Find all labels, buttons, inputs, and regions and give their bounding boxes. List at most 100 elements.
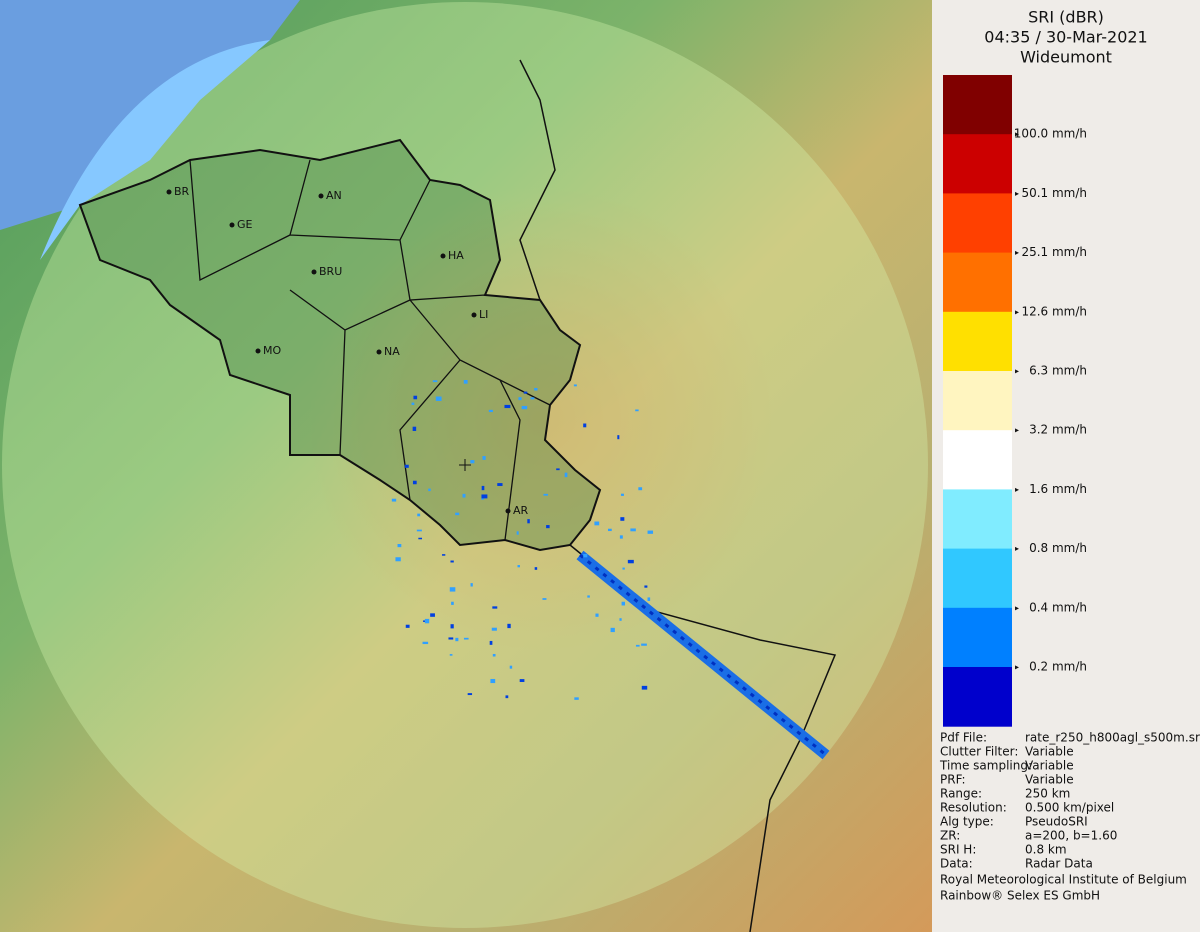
echo — [481, 485, 485, 491]
country-border — [78, 138, 602, 552]
echo — [583, 423, 587, 428]
echo — [534, 567, 538, 570]
echo — [610, 627, 615, 633]
city-label: BRU — [319, 265, 342, 278]
legend-label: 6.3 mm/h — [1029, 364, 1087, 378]
city-dot — [376, 349, 382, 355]
echo — [463, 637, 469, 640]
echo — [620, 517, 625, 521]
city-dot — [318, 193, 324, 199]
echo — [556, 468, 560, 471]
echo — [641, 643, 647, 646]
echo — [470, 583, 473, 587]
metadata-value: a=200, b=1.60 — [1025, 829, 1117, 843]
echo — [490, 678, 496, 684]
legend-tick: ▸ — [1015, 130, 1019, 139]
echo — [405, 624, 410, 628]
echo — [574, 697, 579, 700]
echo — [470, 460, 475, 464]
legend-swatch — [943, 548, 1012, 609]
echo — [442, 554, 446, 556]
echo — [607, 528, 612, 532]
echo — [449, 587, 456, 592]
metadata-key: Clutter Filter: — [940, 745, 1018, 759]
legend-swatch — [943, 489, 1012, 550]
legend-swatch — [943, 667, 1012, 727]
city-dot — [471, 312, 477, 318]
echo — [627, 559, 634, 564]
echo — [404, 464, 409, 468]
echo — [492, 606, 498, 609]
echo — [504, 404, 511, 409]
metadata-value: rate_r250_h800agl_s500m.sri — [1025, 731, 1200, 745]
echo — [619, 618, 622, 621]
legend-tick: ▸ — [1015, 367, 1019, 376]
city-dot — [505, 508, 511, 514]
echo — [647, 597, 651, 601]
echo — [424, 618, 430, 624]
echo — [413, 395, 418, 400]
echo — [534, 387, 538, 391]
echo — [622, 567, 625, 570]
echo — [417, 513, 421, 517]
echo — [422, 641, 429, 645]
legend-tick: ▸ — [1015, 485, 1019, 494]
metadata-value: 0.500 km/pixel — [1025, 801, 1114, 815]
echo — [527, 519, 530, 524]
legend-label: 1.6 mm/h — [1029, 482, 1087, 496]
echo — [523, 391, 528, 394]
legend-tick: ▸ — [1015, 544, 1019, 553]
echo — [455, 512, 460, 516]
legend-swatch — [943, 252, 1012, 313]
metadata-key: PRF: — [940, 773, 966, 787]
echo — [509, 665, 513, 669]
metadata-key: Data: — [940, 857, 973, 871]
legend-label: 3.2 mm/h — [1029, 423, 1087, 437]
echo — [416, 529, 422, 532]
echo — [450, 624, 454, 629]
echo — [619, 535, 623, 539]
map: BR AN GE BRU HA LI MO NA AR — [0, 0, 932, 933]
echo — [587, 595, 590, 598]
radar-beam-core — [579, 553, 827, 757]
city-label: MO — [263, 344, 281, 357]
legend-swatch — [943, 607, 1012, 668]
echo — [488, 409, 493, 413]
metadata-value: 250 km — [1025, 787, 1070, 801]
echo — [451, 601, 454, 605]
echo — [492, 653, 496, 657]
metadata-key: Alg type: — [940, 815, 994, 829]
legend-tick: ▸ — [1015, 307, 1019, 316]
metadata-key: Range: — [940, 787, 982, 801]
city-label: AR — [513, 504, 529, 517]
legend-tick: ▸ — [1015, 248, 1019, 257]
city-label: NA — [384, 345, 400, 358]
radar-site — [459, 459, 471, 471]
echo — [564, 472, 568, 478]
panel-title: 04:35 / 30-Mar-2021 — [984, 28, 1147, 47]
legend-panel: SRI (dBR)04:35 / 30-Mar-2021Wideumont▸10… — [939, 8, 1200, 903]
echo — [641, 685, 648, 690]
legend-label: 25.1 mm/h — [1021, 245, 1087, 259]
echo — [542, 598, 547, 600]
metadata-value: Radar Data — [1025, 857, 1093, 871]
echo — [467, 693, 473, 696]
cities: BR AN GE BRU HA LI MO NA AR — [166, 185, 529, 517]
echo — [450, 560, 454, 563]
echo — [530, 397, 535, 400]
metadata-value: 0.8 km — [1025, 843, 1067, 857]
metadata-value: PseudoSRI — [1025, 815, 1088, 829]
city-dot — [166, 189, 172, 195]
city-label: HA — [448, 249, 464, 262]
echo — [462, 493, 466, 498]
echoes — [391, 380, 654, 700]
echo — [432, 380, 438, 383]
echo — [482, 456, 486, 460]
legend-swatch — [943, 75, 1012, 135]
credit: Royal Meteorological Institute of Belgiu… — [940, 873, 1187, 887]
legend-swatch — [943, 430, 1012, 490]
echo — [397, 543, 402, 548]
echo — [543, 493, 548, 496]
legend-label: 12.6 mm/h — [1021, 304, 1087, 318]
